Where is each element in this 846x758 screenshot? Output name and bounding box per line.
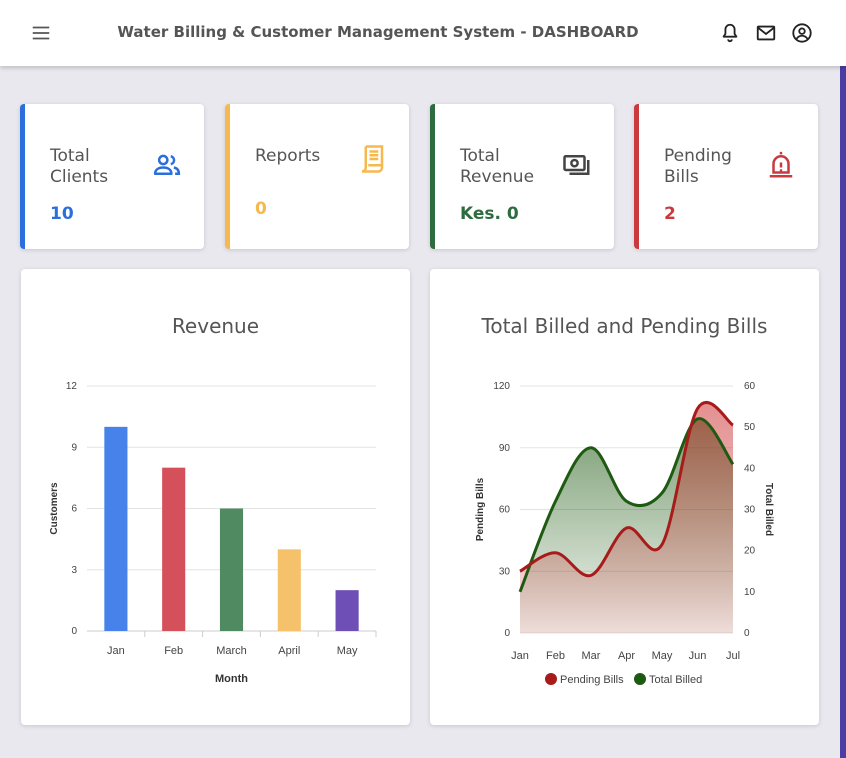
y-tick-label: 3 bbox=[71, 565, 77, 576]
x-tick-label: Jan bbox=[511, 650, 529, 662]
bar bbox=[162, 467, 186, 631]
total-clients-card[interactable]: Total Clients 10 bbox=[20, 104, 204, 249]
legend-label-pending-bills: Pending Bills bbox=[560, 674, 624, 686]
bar bbox=[104, 426, 128, 631]
total-revenue-card[interactable]: Total Revenue Kes. 0 bbox=[430, 104, 614, 249]
x-tick-label: May bbox=[337, 645, 358, 657]
revenue-bar-chart: 0 3 6 9 12 Jan Feb March April May Month Customers bbox=[49, 381, 377, 685]
stat-label: Total Revenue bbox=[460, 146, 535, 187]
stat-value: Kes. 0 bbox=[460, 204, 519, 224]
app-title: Water Billing & Customer Management Syst… bbox=[117, 23, 639, 41]
mail-icon[interactable] bbox=[755, 22, 777, 44]
pending-bills-line bbox=[519, 400, 734, 578]
y-left-axis-title: Pending Bills bbox=[475, 477, 486, 541]
stat-value: 10 bbox=[50, 204, 74, 224]
y-right-tick-label: 30 bbox=[744, 505, 756, 516]
bar bbox=[335, 590, 359, 631]
reports-card[interactable]: Reports 0 bbox=[225, 104, 409, 249]
bell-icon[interactable] bbox=[719, 22, 741, 44]
y-tick-label: 0 bbox=[71, 626, 77, 637]
x-tick-label: Jan bbox=[107, 645, 125, 657]
y-left-tick-label: 120 bbox=[493, 381, 510, 392]
y-tick-label: 9 bbox=[71, 442, 77, 453]
legend-marker-total-billed bbox=[634, 673, 646, 685]
billed-pending-area-chart: 0 30 60 90 120 0 10 20 30 40 50 60 Jan Feb Mar Apr May Ju… bbox=[475, 381, 774, 686]
chart-title: Revenue bbox=[171, 314, 260, 338]
stat-value: 2 bbox=[664, 204, 676, 224]
x-axis-title: Month bbox=[215, 673, 248, 685]
money-icon bbox=[563, 155, 590, 175]
account-icon[interactable] bbox=[791, 22, 813, 44]
y-right-tick-label: 10 bbox=[744, 587, 756, 598]
users-icon bbox=[153, 154, 181, 175]
alarm-icon bbox=[769, 151, 793, 178]
pending-bills-card[interactable]: Pending Bills 2 bbox=[634, 104, 818, 249]
y-axis-title: Customers bbox=[49, 482, 60, 535]
x-tick-label: Apr bbox=[618, 650, 635, 662]
bar bbox=[277, 549, 301, 631]
bar bbox=[219, 508, 244, 631]
y-right-tick-label: 40 bbox=[744, 463, 756, 474]
total-billed-line bbox=[518, 417, 735, 593]
legend-marker-pending-bills bbox=[545, 673, 557, 685]
x-tick-label: Mar bbox=[582, 650, 601, 662]
pending-bills-area bbox=[520, 402, 733, 633]
y-right-tick-label: 50 bbox=[744, 422, 756, 433]
x-tick-label: Jul bbox=[726, 650, 740, 662]
x-tick-label: Feb bbox=[164, 645, 183, 657]
y-left-tick-label: 90 bbox=[499, 443, 511, 454]
billed-pending-chart-card: Total Billed and Pending Bills 0 30 60 90 12… bbox=[430, 269, 819, 725]
top-app-bar: Water Billing & Customer Management Syst… bbox=[0, 0, 846, 66]
stat-value: 0 bbox=[255, 199, 267, 219]
y-tick-label: 12 bbox=[66, 381, 78, 392]
stat-label: Total Clients bbox=[50, 146, 109, 187]
stat-label: Reports bbox=[255, 146, 321, 166]
receipt-icon bbox=[361, 145, 384, 173]
revenue-chart-card: Revenue 0 3 6 9 12 Jan Feb March April May Month Cu… bbox=[21, 269, 410, 725]
y-right-tick-label: 0 bbox=[744, 628, 750, 639]
x-tick-label: Jun bbox=[689, 650, 707, 662]
y-left-tick-label: 30 bbox=[499, 566, 511, 577]
y-right-tick-label: 60 bbox=[744, 381, 756, 392]
y-tick-label: 6 bbox=[71, 504, 77, 515]
y-left-tick-label: 0 bbox=[504, 628, 510, 639]
y-left-tick-label: 60 bbox=[499, 505, 511, 516]
x-tick-label: March bbox=[216, 645, 247, 657]
x-tick-label: May bbox=[652, 650, 673, 662]
y-right-axis-title: Total Billed bbox=[763, 483, 774, 536]
menu-icon[interactable] bbox=[30, 22, 52, 44]
scrollbar[interactable] bbox=[840, 66, 846, 758]
y-right-tick-label: 20 bbox=[744, 546, 756, 557]
x-tick-label: Feb bbox=[546, 650, 565, 662]
x-tick-label: April bbox=[278, 645, 300, 657]
legend-label-total-billed: Total Billed bbox=[649, 674, 702, 686]
chart-title: Total Billed and Pending Bills bbox=[481, 314, 768, 338]
stat-label: Pending Bills bbox=[664, 146, 732, 187]
